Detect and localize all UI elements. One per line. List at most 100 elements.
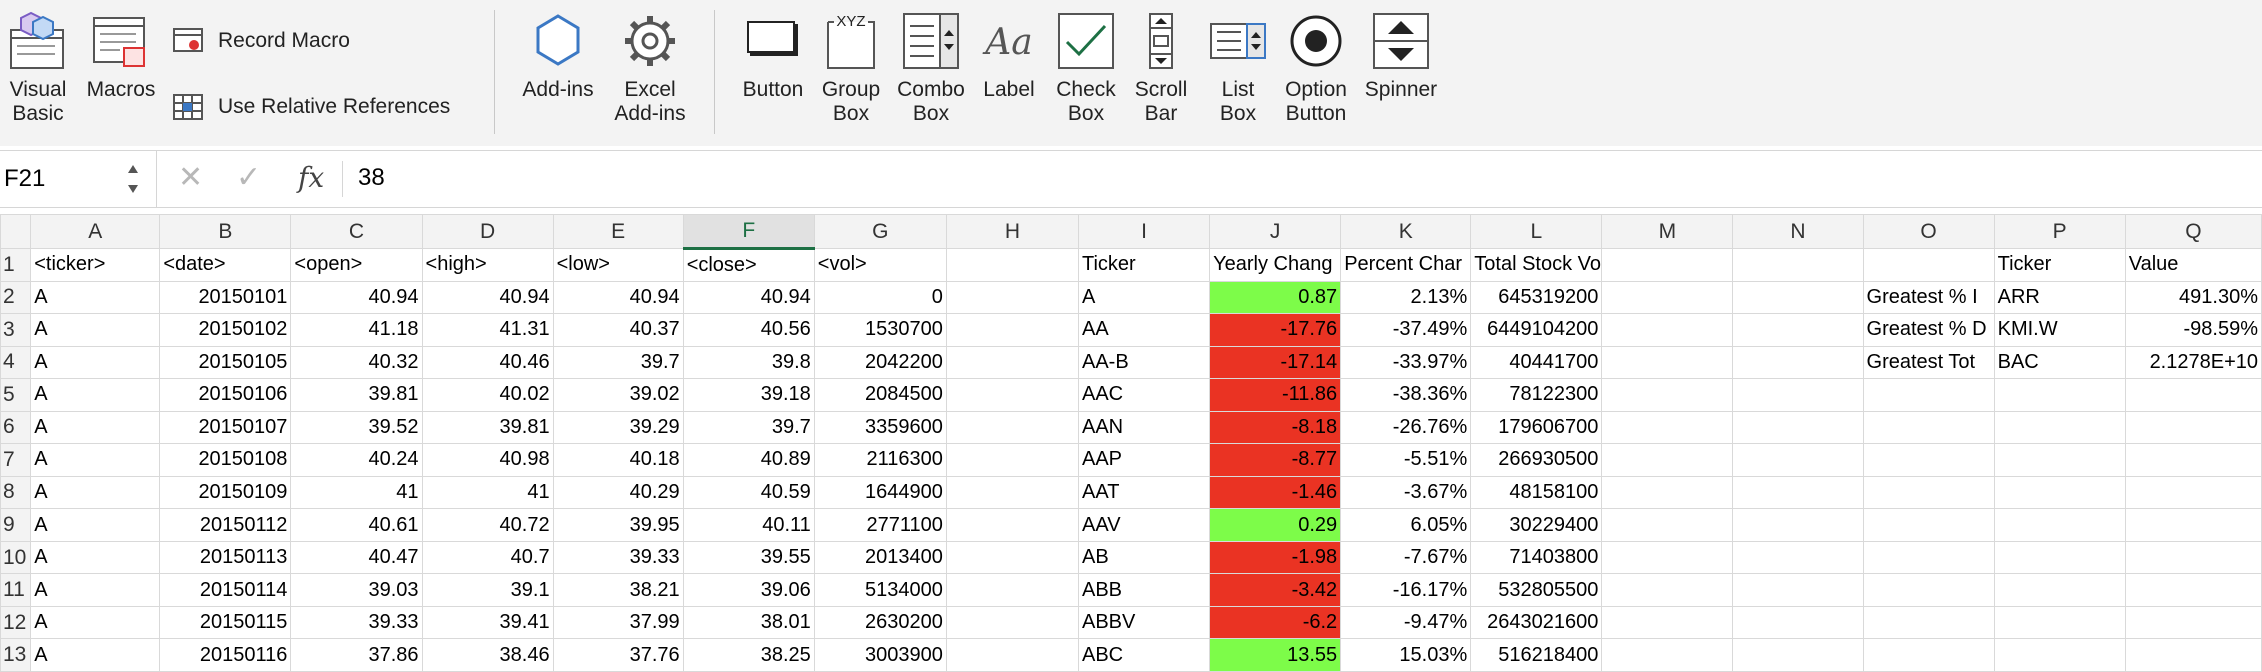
cell-k[interactable]: Percent Char <box>1340 248 1472 282</box>
cell-p[interactable] <box>1993 508 2126 542</box>
cell-nn[interactable] <box>1732 313 1864 347</box>
cell-e[interactable]: 40.37 <box>552 313 684 347</box>
spinner-button[interactable]: Spinner <box>1364 10 1438 102</box>
cell-b[interactable]: 20150102 <box>159 313 292 347</box>
cell-g[interactable]: 3003900 <box>813 638 947 672</box>
cell-m[interactable] <box>1601 248 1734 282</box>
cell-a[interactable]: A <box>30 410 161 445</box>
cell-nn[interactable] <box>1732 378 1864 412</box>
cell-i[interactable]: ABC <box>1077 638 1211 672</box>
option-button-button[interactable]: Option Button <box>1280 10 1352 126</box>
cell-a[interactable]: A <box>30 280 161 315</box>
cell-f[interactable]: 39.7 <box>682 410 815 445</box>
cell-j[interactable]: Yearly Chang <box>1209 248 1342 282</box>
cell-e[interactable]: 40.94 <box>552 280 684 315</box>
cell-a[interactable]: A <box>30 508 161 542</box>
cell-o[interactable] <box>1862 378 1995 412</box>
cell-i[interactable]: AB <box>1077 540 1211 575</box>
cell-m[interactable] <box>1601 345 1734 380</box>
cell-d[interactable]: 38.46 <box>421 638 554 672</box>
cell-d[interactable]: 40.98 <box>421 443 554 477</box>
cell-b[interactable]: 20150109 <box>159 475 292 510</box>
cell-h[interactable] <box>945 638 1080 672</box>
cell-c[interactable]: <open> <box>290 248 423 282</box>
column-header[interactable]: G <box>813 214 947 249</box>
cancel-edit-icon[interactable]: ✕ <box>178 161 204 194</box>
cell-q[interactable] <box>2124 378 2262 412</box>
cell-k[interactable]: -16.17% <box>1340 573 1472 607</box>
cell-e[interactable]: 40.29 <box>552 475 684 510</box>
name-box-stepper-icon[interactable] <box>126 159 140 199</box>
cell-i[interactable]: AAC <box>1077 378 1211 412</box>
cell-a[interactable]: A <box>30 475 161 510</box>
cell-f[interactable]: 38.25 <box>682 638 815 672</box>
cell-i[interactable]: A <box>1077 280 1211 315</box>
cell-l[interactable]: 532805500 <box>1470 573 1603 607</box>
cell-f[interactable]: 40.94 <box>682 280 815 315</box>
column-header[interactable]: A <box>30 214 161 249</box>
cell-c[interactable]: 39.52 <box>290 410 423 445</box>
cell-c[interactable]: 41 <box>290 475 423 510</box>
cell-o[interactable] <box>1862 443 1995 477</box>
cell-a[interactable]: A <box>30 378 161 412</box>
cell-g[interactable]: 2084500 <box>813 378 947 412</box>
column-header[interactable]: E <box>552 214 684 249</box>
cell-m[interactable] <box>1601 280 1734 315</box>
formula-input[interactable]: 38 <box>358 164 385 191</box>
cell-o[interactable]: Greatest % D <box>1862 313 1995 347</box>
cell-g[interactable]: 5134000 <box>813 573 947 607</box>
cell-m[interactable] <box>1601 508 1734 542</box>
row-header[interactable]: 12 <box>0 605 32 640</box>
column-header[interactable]: N <box>1732 214 1864 249</box>
cell-m[interactable] <box>1601 605 1734 640</box>
cell-l[interactable]: 516218400 <box>1470 638 1603 672</box>
cell-d[interactable]: 39.41 <box>421 605 554 640</box>
cell-o[interactable] <box>1862 573 1995 607</box>
cell-i[interactable]: Ticker <box>1077 248 1211 282</box>
cell-k[interactable]: -38.36% <box>1340 378 1472 412</box>
cell-p[interactable]: BAC <box>1993 345 2126 380</box>
cell-o[interactable] <box>1862 248 1995 282</box>
cell-f[interactable]: 40.59 <box>682 475 815 510</box>
column-header[interactable]: H <box>945 214 1080 249</box>
cell-m[interactable] <box>1601 443 1734 477</box>
cell-a[interactable]: A <box>30 313 161 347</box>
column-header[interactable]: C <box>290 214 423 249</box>
cell-f[interactable]: 40.89 <box>682 443 815 477</box>
cell-f[interactable]: 40.11 <box>682 508 815 542</box>
column-header[interactable]: I <box>1077 214 1211 249</box>
cell-nn[interactable] <box>1732 443 1864 477</box>
cell-p[interactable]: Ticker <box>1993 248 2126 282</box>
column-header[interactable]: D <box>421 214 554 249</box>
cell-f[interactable]: 38.01 <box>682 605 815 640</box>
cell-g[interactable]: 3359600 <box>813 410 947 445</box>
cell-q[interactable] <box>2124 443 2262 477</box>
cell-c[interactable]: 39.03 <box>290 573 423 607</box>
column-header[interactable]: O <box>1862 214 1995 249</box>
cell-m[interactable] <box>1601 573 1734 607</box>
macros-button[interactable]: Macros <box>84 10 158 102</box>
cell-k[interactable]: 15.03% <box>1340 638 1472 672</box>
insert-function-icon[interactable]: fx <box>298 161 325 194</box>
cell-g[interactable]: 2013400 <box>813 540 947 575</box>
column-header[interactable]: B <box>159 214 292 249</box>
cell-a[interactable]: A <box>30 443 161 477</box>
cell-o[interactable] <box>1862 638 1995 672</box>
cell-b[interactable]: 20150113 <box>159 540 292 575</box>
cell-p[interactable]: ARR <box>1993 280 2126 315</box>
cell-g[interactable]: 2042200 <box>813 345 947 380</box>
cell-k[interactable]: 6.05% <box>1340 508 1472 542</box>
cell-l[interactable]: Total Stock Volume <box>1470 248 1603 282</box>
cell-i[interactable]: ABBV <box>1077 605 1211 640</box>
cell-a[interactable]: A <box>30 345 161 380</box>
cell-h[interactable] <box>945 248 1080 282</box>
cell-o[interactable] <box>1862 605 1995 640</box>
column-header[interactable]: J <box>1209 214 1342 249</box>
group-box-button[interactable]: XYZ Group Box <box>816 10 886 126</box>
cell-h[interactable] <box>945 280 1080 315</box>
cell-l[interactable]: 266930500 <box>1470 443 1603 477</box>
cell-j[interactable]: -6.2 <box>1209 605 1342 640</box>
cell-nn[interactable] <box>1732 410 1864 445</box>
cell-a[interactable]: <ticker> <box>30 248 161 282</box>
cell-a[interactable]: A <box>30 540 161 575</box>
